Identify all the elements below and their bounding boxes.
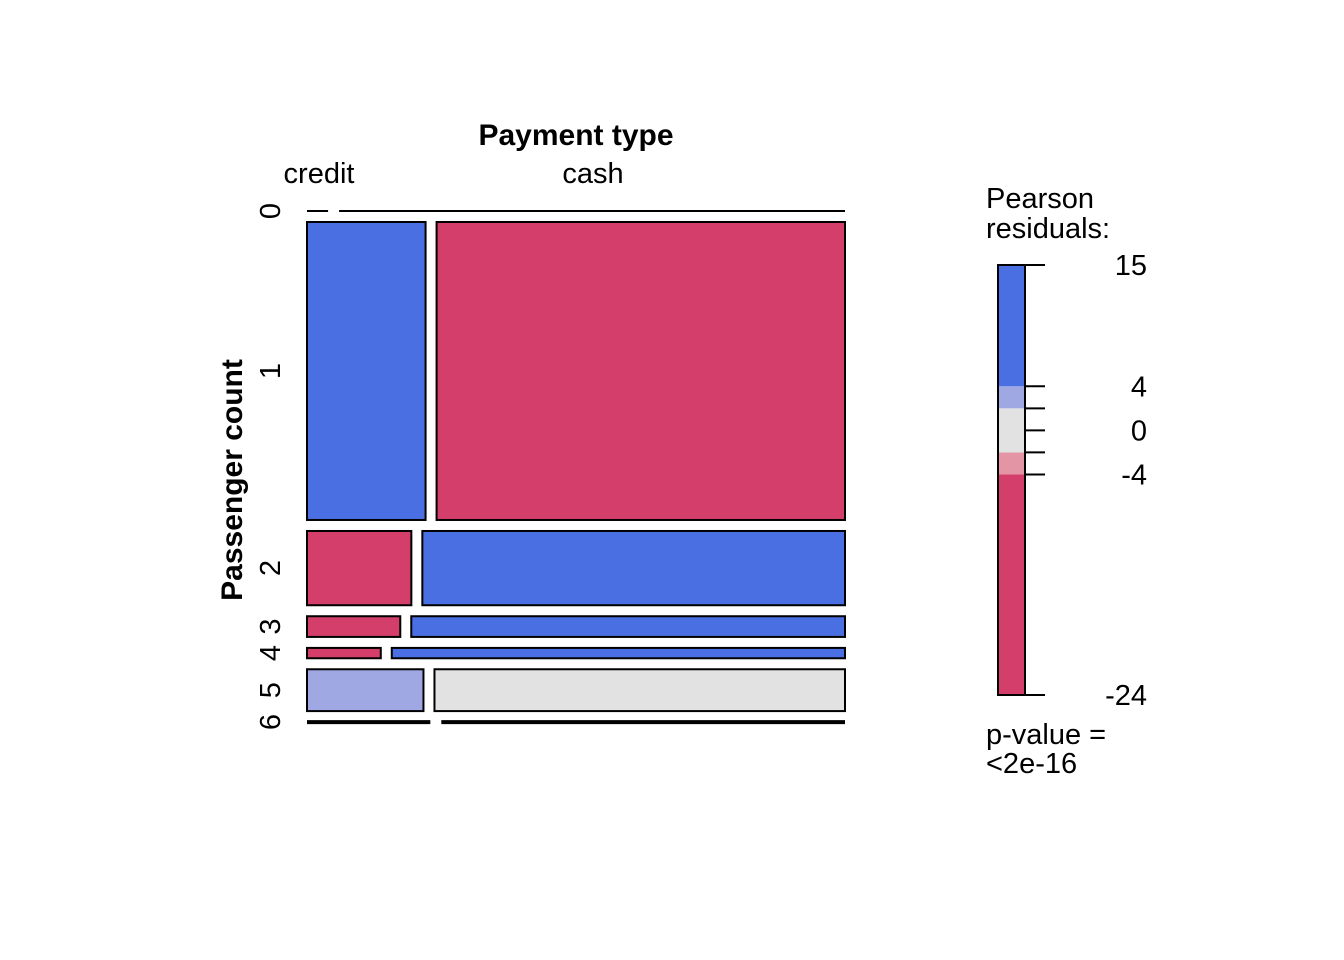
row-label-1: 1 [255, 363, 287, 379]
legend-tick-label: 4 [1131, 371, 1147, 403]
tile-row4-credit [306, 646, 382, 660]
tile-row3-credit [306, 615, 402, 638]
legend-tick-label: -4 [1121, 459, 1147, 491]
row-label-5: 5 [255, 682, 287, 698]
pvalue-line1: p-value = [986, 719, 1106, 751]
legend-bar-frame [997, 264, 1026, 696]
tile-row1-cash [435, 221, 846, 521]
legend-band-strong-negative [998, 474, 1025, 695]
pvalue-line2: <2e-16 [986, 748, 1077, 780]
x-axis-title: Payment type [478, 119, 673, 152]
tile-row5-cash [433, 668, 846, 713]
legend-color-bar [997, 264, 1026, 696]
row-label-2: 2 [255, 560, 287, 576]
tile-row4-cash [390, 646, 846, 660]
legend-title-line2: residuals: [986, 213, 1110, 245]
row-label-3: 3 [255, 619, 287, 635]
row-label-4: 4 [255, 645, 287, 661]
legend-tick-label: 0 [1131, 415, 1147, 447]
residual-legend: Pearson residuals: 15 4 0 -4 -24 p-value = <… [986, 183, 1147, 780]
legend-band-mild-positive [998, 386, 1025, 409]
tile-row1-credit [306, 221, 427, 521]
legend-band-strong-positive [998, 265, 1025, 387]
legend-tick-label: -24 [1105, 680, 1147, 712]
legend-ticks: 15 4 0 -4 -24 [1025, 250, 1147, 712]
tile-row3-cash [410, 615, 846, 638]
y-axis-title: Passenger count [216, 359, 249, 601]
row-label-6: 6 [255, 714, 287, 730]
row-label-0: 0 [255, 203, 287, 219]
column-label-credit: credit [284, 158, 355, 190]
legend-band-mild-negative [998, 452, 1025, 475]
mosaic-tiles [306, 210, 846, 725]
column-label-cash: cash [562, 158, 623, 190]
legend-tick-label: 15 [1115, 250, 1147, 282]
tile-row5-credit [306, 668, 425, 713]
tile-row2-cash [421, 529, 846, 607]
row-labels: 0 1 2 3 4 5 6 [255, 203, 287, 730]
tile-row2-credit [306, 529, 413, 607]
legend-title-line1: Pearson [986, 183, 1094, 215]
legend-band-neutral [998, 408, 1025, 453]
